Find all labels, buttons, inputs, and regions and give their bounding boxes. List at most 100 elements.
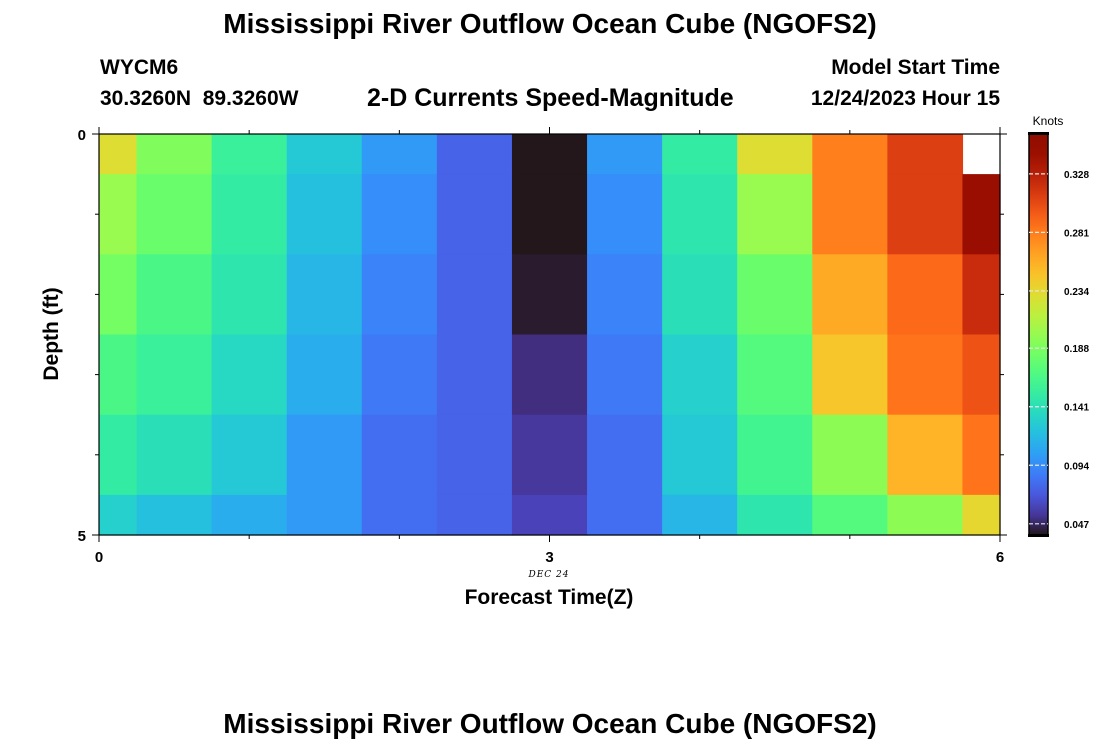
heatmap-cell — [286, 174, 363, 255]
heatmap-cell — [99, 134, 138, 175]
colorbar-tick-label: 0.047 — [1064, 520, 1089, 531]
heatmap-cell — [812, 414, 888, 496]
heatmap-cell — [962, 334, 1001, 416]
x-tick-label: 6 — [996, 549, 1004, 566]
heatmap-cell — [436, 254, 513, 336]
heatmap-cell — [737, 174, 813, 255]
heatmap-cell — [812, 334, 888, 416]
heatmap-cell — [436, 494, 513, 536]
x-axis-title: Forecast Time(Z) — [465, 586, 634, 609]
heatmap-cell — [587, 174, 663, 255]
heatmap-cell — [662, 494, 738, 536]
heatmap-cell — [887, 254, 964, 336]
heatmap-cell — [436, 334, 513, 416]
heatmap-cell — [99, 414, 138, 496]
heatmap-cell — [136, 134, 213, 175]
x-date-label: DEC 24 — [528, 570, 570, 580]
y-axis-title: Depth (ft) — [40, 287, 63, 380]
heatmap-cell — [962, 174, 1001, 255]
heatmap-cell — [511, 174, 588, 255]
heatmap-cell — [887, 494, 964, 536]
heatmap-cell — [286, 334, 363, 416]
heatmap-cell — [511, 414, 588, 496]
heatmap-cell — [211, 174, 288, 255]
heatmap-cell — [737, 334, 813, 416]
heatmap-cell — [211, 414, 288, 496]
heatmap-cell — [99, 254, 138, 336]
heatmap-cell — [136, 174, 213, 255]
heatmap-cell — [286, 414, 363, 496]
colorbar-cap — [1028, 534, 1049, 537]
heatmap-cell — [136, 414, 213, 496]
heatmap-cell — [812, 174, 888, 255]
heatmap-cell — [962, 254, 1001, 336]
chart-subtitle: 2-D Currents Speed-Magnitude — [367, 84, 734, 112]
heatmap-cell — [286, 134, 363, 175]
heatmap-cell — [361, 494, 438, 536]
heatmap-cell — [887, 414, 964, 496]
heatmap-cell — [361, 134, 438, 175]
heatmap-cell — [361, 414, 438, 496]
heatmap-cell — [737, 254, 813, 336]
heatmap-cell — [737, 494, 813, 536]
colorbar-tick-label: 0.094 — [1064, 461, 1089, 472]
heatmap-cell — [511, 494, 588, 536]
heatmap-cell — [962, 414, 1001, 496]
heatmap-cell — [99, 494, 138, 536]
heatmap-cell — [99, 174, 138, 255]
heatmap-cell — [662, 134, 738, 175]
heatmap-cell — [361, 174, 438, 255]
colorbar-cap — [1028, 132, 1049, 135]
x-tick-label: 0 — [95, 549, 103, 566]
heatmap-cell — [511, 254, 588, 336]
heatmap-cell — [587, 494, 663, 536]
heatmap-cell — [361, 254, 438, 336]
model-start-label: Model Start Time — [831, 56, 1000, 79]
heatmap-cell — [812, 494, 888, 536]
heatmap-cell — [587, 414, 663, 496]
heatmap-cell — [211, 494, 288, 536]
heatmap-cell — [887, 174, 964, 255]
heatmap-cell — [436, 174, 513, 255]
colorbar: 0.047 0.094 0.141 0.188 0.234 0.281 0.328 — [1028, 132, 1089, 537]
heatmap-cells — [99, 134, 1001, 536]
heatmap-cell — [662, 174, 738, 255]
heatmap-cell — [587, 134, 663, 175]
heatmap-cell — [136, 254, 213, 336]
y-tick-label: 5 — [78, 528, 86, 545]
heatmap-cell — [361, 334, 438, 416]
heatmap-cell — [887, 134, 964, 175]
heatmap-cell — [211, 334, 288, 416]
heatmap-cell — [211, 254, 288, 336]
heatmap-cell — [211, 134, 288, 175]
heatmap-cell — [812, 134, 888, 175]
heatmap-cell — [511, 134, 588, 175]
heatmap-cell — [662, 334, 738, 416]
heatmap-cell — [436, 414, 513, 496]
station-coordinates: 30.3260N 89.3260W — [100, 87, 299, 110]
heatmap-cell — [662, 254, 738, 336]
heatmap-cell — [587, 334, 663, 416]
heatmap-cell — [587, 254, 663, 336]
footer-title: Mississippi River Outflow Ocean Cube (NG… — [223, 708, 877, 739]
colorbar-scale — [1028, 133, 1049, 536]
heatmap-cell — [136, 494, 213, 536]
heatmap-axes: 0 3 605 — [78, 127, 1007, 566]
heatmap-cell — [737, 134, 813, 175]
heatmap-cell — [662, 414, 738, 496]
heatmap-cell — [136, 334, 213, 416]
colorbar-tick-label: 0.141 — [1064, 403, 1089, 414]
colorbar-tick-label: 0.281 — [1064, 228, 1089, 239]
station-id: WYCM6 — [100, 56, 179, 79]
y-tick-label: 0 — [78, 127, 86, 144]
heatmap-cell — [737, 414, 813, 496]
colorbar-title: Knots — [1033, 114, 1064, 128]
heatmap-cell — [286, 254, 363, 336]
heatmap-cell — [962, 494, 1001, 536]
model-start-value: 12/24/2023 Hour 15 — [810, 87, 1000, 110]
colorbar-tick-label: 0.328 — [1064, 170, 1089, 181]
chart-title: Mississippi River Outflow Ocean Cube (NG… — [223, 8, 877, 39]
heatmap-cell — [511, 334, 588, 416]
heatmap-cell — [887, 334, 964, 416]
heatmap-cell — [99, 334, 138, 416]
